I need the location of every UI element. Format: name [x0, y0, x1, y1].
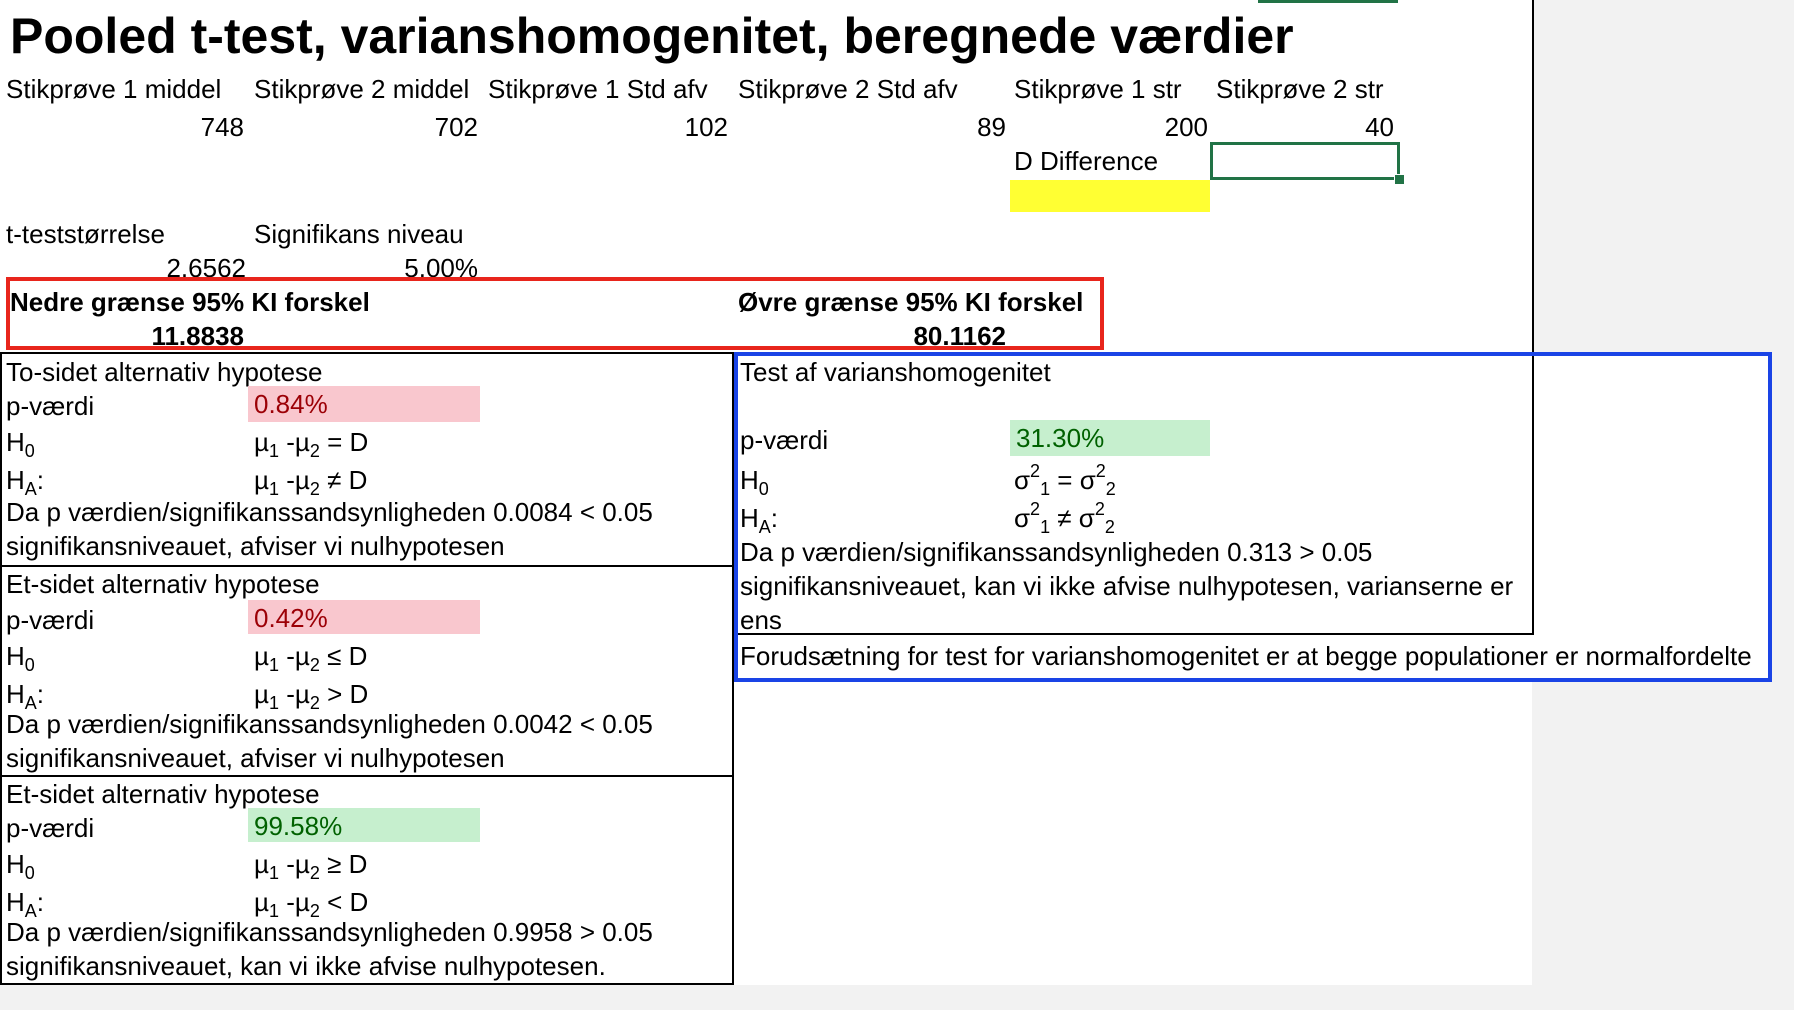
two-sided-p-value[interactable]: 0.84%: [248, 386, 480, 422]
value-sample2-size[interactable]: 40: [1365, 112, 1394, 142]
header-sample2-size: Stikprøve 2 str: [1216, 74, 1384, 104]
variance-test-frame: [734, 352, 1772, 682]
one-sided-b-conclusion-line1: Da p værdien/signifikanssandsynligheden …: [6, 917, 653, 947]
header-sample1-std: Stikprøve 1 Std afv: [488, 74, 708, 104]
two-sided-ha-expression: µ1 -µ2 ≠ D: [254, 465, 368, 499]
variance-heading: Test af varianshomogenitet: [740, 357, 1051, 387]
variance-p-label: p-værdi: [740, 425, 829, 455]
header-sample2-std: Stikprøve 2 Std afv: [738, 74, 958, 104]
variance-h0-expression: σ21 = σ22: [1014, 461, 1116, 499]
one-sided-a-h0-expression: µ1 -µ2 ≤ D: [254, 641, 368, 675]
sheet-area-blue: [1532, 354, 1770, 679]
two-sided-conclusion-line2: signifikansniveauet, afviser vi nulhypot…: [6, 531, 505, 561]
two-sided-h0-label: H0: [6, 427, 35, 461]
two-sided-conclusion-line1: Da p værdien/signifikanssandsynligheden …: [6, 497, 653, 527]
one-sided-b-heading: Et-sidet alternativ hypotese: [6, 779, 320, 809]
one-sided-b-conclusion-line2: signifikansniveauet, kan vi ikke afvise …: [6, 951, 606, 981]
fill-handle[interactable]: [1394, 174, 1405, 185]
tests-divider-1: [0, 565, 734, 567]
two-sided-heading: To-sidet alternativ hypotese: [6, 357, 323, 387]
tests-block-top-border: [0, 352, 734, 354]
value-sample2-std[interactable]: 89: [977, 112, 1006, 142]
tests-divider-2: [0, 775, 734, 777]
one-sided-a-p-value[interactable]: 0.42%: [248, 600, 480, 634]
border-right-main: [1532, 0, 1534, 354]
variance-conclusion-line2: signifikansniveauet, kan vi ikke afvise …: [740, 571, 1514, 601]
one-sided-a-conclusion-line1: Da p værdien/signifikanssandsynligheden …: [6, 709, 653, 739]
variance-p-value[interactable]: 31.30%: [1010, 420, 1210, 456]
one-sided-b-p-label: p-værdi: [6, 813, 95, 843]
value-sample1-std[interactable]: 102: [684, 112, 728, 142]
page-title: Pooled t-test, varianshomogenitet, bereg…: [10, 8, 1294, 64]
one-sided-b-p-value[interactable]: 99.58%: [248, 808, 480, 842]
header-sample1-size: Stikprøve 1 str: [1014, 74, 1182, 104]
header-sample1-mean: Stikprøve 1 middel: [6, 74, 222, 104]
one-sided-a-ha-expression: µ1 -µ2 > D: [254, 679, 369, 713]
value-sample1-size[interactable]: 200: [1164, 112, 1208, 142]
one-sided-a-conclusion-line2: signifikansniveauet, afviser vi nulhypot…: [6, 743, 505, 773]
tests-block-bottom-border: [0, 983, 734, 985]
significance-label: Signifikans niveau: [254, 219, 464, 249]
two-sided-h0-expression: µ1 -µ2 = D: [254, 427, 369, 461]
variance-conclusion-line3: ens: [740, 605, 782, 635]
variance-ha-label: HA:: [740, 503, 779, 537]
two-sided-ha-label: HA:: [6, 465, 45, 499]
ci-upper-value[interactable]: 80.1162: [913, 321, 1006, 351]
one-sided-a-heading: Et-sidet alternativ hypotese: [6, 569, 320, 599]
tests-block-left-border: [0, 352, 2, 985]
one-sided-b-ha-label: HA:: [6, 887, 45, 921]
two-sided-p-label: p-værdi: [6, 391, 95, 421]
one-sided-a-ha-label: HA:: [6, 679, 45, 713]
border-right-lower: [1532, 354, 1534, 635]
variance-ha-expression: σ21 ≠ σ22: [1014, 499, 1115, 537]
d-difference-label: D Difference: [1014, 146, 1159, 176]
variance-h0-label: H0: [740, 465, 769, 499]
one-sided-b-ha-expression: µ1 -µ2 < D: [254, 887, 369, 921]
variance-assumption: Forudsætning for test for varianshomogen…: [740, 641, 1752, 671]
selected-column-indicator: [1258, 0, 1398, 3]
ci-upper-label: Øvre grænse 95% KI forskel: [738, 287, 1084, 317]
value-sample1-mean[interactable]: 748: [200, 112, 244, 142]
header-sample2-mean: Stikprøve 2 middel: [254, 74, 470, 104]
variance-conclusion-line1: Da p værdien/signifikanssandsynligheden …: [740, 537, 1373, 567]
one-sided-a-h0-label: H0: [6, 641, 35, 675]
one-sided-b-h0-expression: µ1 -µ2 ≥ D: [254, 849, 368, 883]
d-difference-input-cell[interactable]: [1210, 142, 1400, 180]
one-sided-b-h0-label: H0: [6, 849, 35, 883]
confidence-interval-frame: [6, 277, 1104, 350]
t-statistic-label: t-teststørrelse: [6, 219, 165, 249]
value-sample2-mean[interactable]: 702: [434, 112, 478, 142]
tests-block-right-border: [732, 352, 734, 985]
ci-lower-value[interactable]: 11.8838: [151, 321, 244, 351]
highlight-yellow-cell: [1010, 180, 1210, 212]
variance-block-bottom-border: [734, 633, 1534, 635]
ci-lower-label: Nedre grænse 95% KI forskel: [10, 287, 370, 317]
one-sided-a-p-label: p-værdi: [6, 605, 95, 635]
